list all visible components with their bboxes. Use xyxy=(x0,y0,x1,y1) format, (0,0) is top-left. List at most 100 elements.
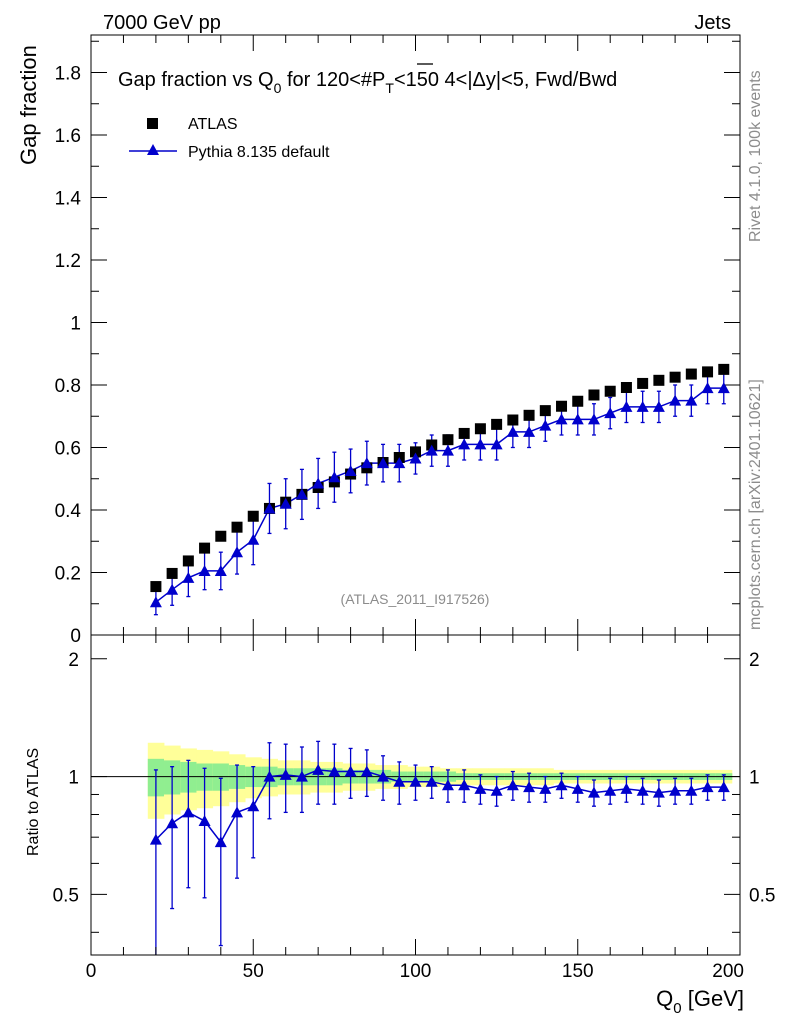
atlas-data-point xyxy=(231,521,243,533)
ratio-data-point xyxy=(312,763,325,775)
ratio-data-point xyxy=(409,775,422,787)
mc-data-point xyxy=(587,413,600,425)
atlas-data-point xyxy=(588,389,600,401)
mc-data-point xyxy=(669,394,682,406)
main-y-tick-label: 1.6 xyxy=(55,126,81,147)
ratio-data-point xyxy=(604,784,617,796)
ratio-uncertainty-bands xyxy=(147,742,733,819)
atlas-data-point xyxy=(247,510,259,522)
atlas-data-point xyxy=(442,434,454,446)
legend-atlas-label: ATLAS xyxy=(188,116,238,133)
header-left: 7000 GeV pp xyxy=(103,12,221,34)
ratio-data-point xyxy=(555,779,568,791)
ratio-data-point xyxy=(344,765,357,777)
mc-data-point xyxy=(312,477,325,489)
mc-data-point xyxy=(652,400,665,412)
title-sub-q0: 0 xyxy=(274,80,282,96)
header-right: Jets xyxy=(694,12,731,34)
main-y-tick-label: 0.4 xyxy=(55,501,82,522)
mc-data-point xyxy=(490,438,503,450)
ratio-data-point xyxy=(587,786,600,798)
ratio-data-point xyxy=(701,781,714,793)
mc-data-point xyxy=(247,533,260,545)
atlas-data-point xyxy=(458,427,470,439)
ratio-y-tick-label: 2 xyxy=(68,650,79,671)
x-label-main: Q xyxy=(656,986,673,1011)
atlas-data-point xyxy=(702,366,714,378)
atlas-data-point xyxy=(539,405,551,417)
main-y-tick-label: 1.8 xyxy=(55,64,81,85)
atlas-data-point xyxy=(491,418,503,430)
ratio-y-tick-label: 0.5 xyxy=(53,885,79,906)
ratio-y-tick-label: 1 xyxy=(68,768,79,789)
mc-data-point xyxy=(166,583,179,595)
x-axis-label: Q0 [GeV] xyxy=(656,986,744,1017)
mc-data-point xyxy=(214,564,227,576)
x-tick-label: 150 xyxy=(562,961,594,982)
ratio-data-point xyxy=(328,765,341,777)
atlas-data-point xyxy=(718,363,730,375)
ratio-data-point xyxy=(652,786,665,798)
atlas-data-point xyxy=(669,371,681,383)
x-label-sub: 0 xyxy=(673,1000,681,1017)
legend-atlas-marker xyxy=(147,118,158,129)
mc-data-point xyxy=(620,400,633,412)
ratio-band-inner xyxy=(212,763,230,791)
ratio-data-point xyxy=(377,770,390,782)
ratio-data-point xyxy=(295,770,308,782)
mc-data-point xyxy=(182,571,195,583)
ratio-data-point xyxy=(393,775,406,787)
atlas-data-point xyxy=(199,542,211,554)
mc-data-point xyxy=(344,464,357,476)
ratio-data-point xyxy=(717,781,730,793)
ratio-data-marks xyxy=(149,740,730,955)
main-axis-ticks xyxy=(90,35,741,636)
ratio-data-point xyxy=(458,779,471,791)
main-y-axis-label: Gap fraction xyxy=(16,45,41,165)
ratio-y-tick-label-right: 1 xyxy=(749,768,760,789)
title-sub-t: T xyxy=(385,80,394,96)
atlas-data-point xyxy=(507,414,519,426)
mc-data-point xyxy=(636,400,649,412)
x-tick-label: 100 xyxy=(400,961,432,982)
ratio-data-point xyxy=(360,765,373,777)
ratio-data-point xyxy=(166,817,179,829)
atlas-data-point xyxy=(182,555,194,567)
title-part-b: for 120<# xyxy=(281,69,373,91)
mc-data-point xyxy=(604,407,617,419)
title-pt: P xyxy=(372,69,385,91)
mc-data-point xyxy=(393,457,406,469)
atlas-data-point xyxy=(620,382,632,393)
main-y-tick-label: 0.6 xyxy=(55,439,81,460)
main-y-tick-label: 1 xyxy=(70,314,81,335)
ratio-data-point xyxy=(636,784,649,796)
main-panel: 0 0.2 0.4 0.6 0.8 1 1.2 1.4 1.6 1.8 Gap fraction … xyxy=(16,34,741,647)
mc-data-point xyxy=(571,413,584,425)
legend-mc-label: Pythia 8.135 default xyxy=(188,144,330,161)
ratio-data-point xyxy=(231,806,244,818)
mc-data-point xyxy=(295,488,308,500)
mc-data-point xyxy=(685,394,698,406)
ratio-y-tick-label-right: 0.5 xyxy=(749,885,775,906)
ratio-frame xyxy=(90,634,741,956)
main-y-tick-label: 0.2 xyxy=(55,564,81,585)
ratio-data-point xyxy=(571,782,584,794)
atlas-data-point xyxy=(215,530,227,542)
mc-data-point xyxy=(717,382,730,394)
ratio-data-point xyxy=(490,784,503,796)
ratio-y-tick-label-right: 2 xyxy=(749,650,760,671)
ratio-data-point xyxy=(539,782,552,794)
atlas-data-point xyxy=(150,581,162,593)
atlas-data-point xyxy=(523,409,535,421)
ratio-data-point xyxy=(182,806,195,818)
mc-data-point xyxy=(198,564,211,576)
ratio-panel: 0.5 1 2 0.5 1 2 0 50 100 150 200 Ratio to ATLAS Q… xyxy=(25,634,776,1017)
ratio-y-tick-labels: 0.5 1 2 0.5 1 2 xyxy=(53,650,776,907)
mc-data-point xyxy=(506,425,519,437)
main-y-tick-label: 0 xyxy=(70,626,81,647)
atlas-data-point xyxy=(166,567,178,579)
ratio-data-point xyxy=(279,768,292,780)
mc-data-point xyxy=(409,452,422,464)
x-tick-label: 200 xyxy=(712,961,744,982)
